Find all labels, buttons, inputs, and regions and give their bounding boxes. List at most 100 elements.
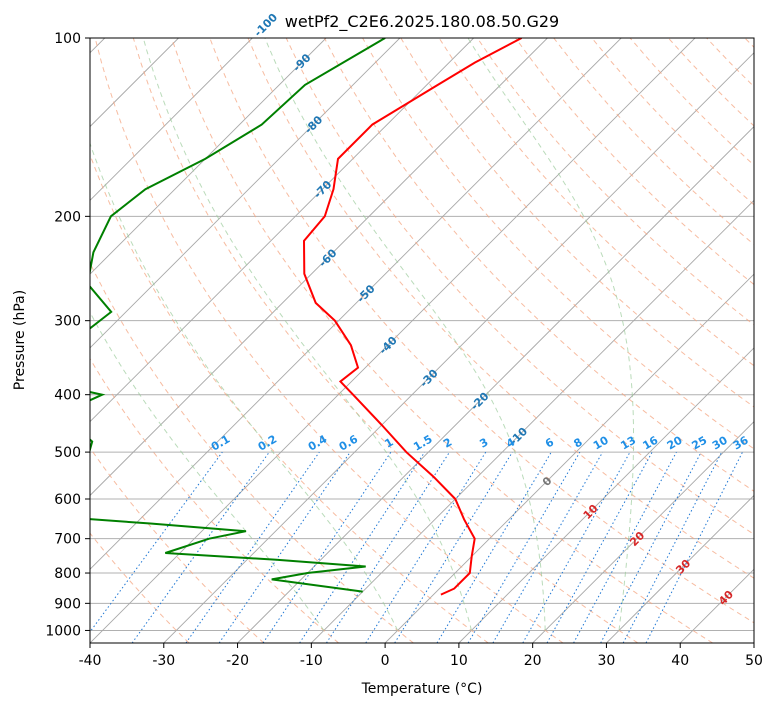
isotherm-line (163, 52, 754, 643)
isotherm-line (90, 38, 253, 201)
dry-adiabat (744, 38, 754, 48)
dry-adiabat (90, 153, 489, 643)
isotherm-line (90, 38, 401, 349)
y-tick-label: 400 (54, 388, 81, 404)
isotherm-line (90, 38, 622, 570)
isotherm-label: 30 (673, 557, 693, 577)
mixing-ratio-label: 16 (641, 433, 661, 452)
mixing-ratio-line (573, 451, 677, 643)
isotherm-label: -100 (252, 11, 281, 40)
mixing-ratio-label: 0.2 (256, 433, 279, 454)
isotherm-label: 40 (716, 588, 736, 608)
x-tick-label: 20 (524, 653, 542, 669)
mixing-ratio-line (218, 451, 351, 643)
mixing-ratio-label: 13 (618, 434, 638, 453)
y-tick-label: 700 (54, 532, 81, 548)
dry-adiabat (247, 38, 754, 579)
y-axis-title: Pressure (hPa) (12, 290, 28, 390)
mixing-ratio-label: 10 (591, 433, 611, 452)
dry-adiabat (94, 38, 564, 643)
dry-adiabat (90, 532, 190, 643)
mixing-ratio-line (522, 451, 631, 643)
isotherm-line (458, 347, 754, 643)
moist-adiabat (467, 38, 635, 631)
x-tick-label: 0 (381, 653, 390, 669)
isotherm-label: -60 (316, 246, 339, 269)
y-tick-label: 900 (54, 596, 81, 612)
moist-adiabat (90, 141, 399, 631)
y-tick-label: 200 (54, 209, 81, 225)
mixing-ratio-line (185, 451, 320, 643)
y-tick-label: 600 (54, 492, 81, 508)
mixing-ratio-line (262, 451, 392, 643)
isotherm-label: 0 (540, 474, 555, 489)
mixing-ratio-line (600, 451, 702, 643)
x-axis-title: Temperature (°C) (361, 681, 483, 697)
isotherm-label: -80 (302, 113, 325, 136)
x-tick-label: 40 (671, 653, 689, 669)
x-tick-label: -30 (152, 653, 175, 669)
dry-adiabat (476, 38, 754, 326)
dry-adiabat (400, 38, 754, 408)
mixing-ratio-label: 0.1 (209, 433, 232, 454)
mixing-ratio-label: 0.4 (306, 432, 330, 453)
isotherm-line (90, 38, 474, 423)
dry-adiabat (171, 38, 713, 643)
dry-adiabat (90, 447, 265, 643)
isotherm-line (237, 125, 754, 643)
dry-adiabat (629, 38, 754, 166)
x-tick-label: -10 (300, 653, 323, 669)
mixing-ratio-label: 8 (572, 436, 585, 451)
isotherm-line (311, 199, 754, 643)
x-tick-label: 10 (450, 653, 468, 669)
chart-title: wetPf2_C2E6.2025.180.08.50.G29 (285, 12, 559, 32)
isotherm-line (532, 421, 754, 643)
y-tick-label: 500 (54, 445, 81, 461)
y-tick-label: 800 (54, 566, 81, 582)
isotherm-line (679, 568, 754, 643)
dry-adiabat (438, 38, 754, 367)
y-tick-label: 100 (54, 31, 81, 47)
isotherm-line (90, 38, 548, 497)
dry-adiabat (362, 38, 754, 450)
mixing-ratio-line (546, 451, 653, 643)
mixing-ratio-label: 20 (665, 433, 685, 452)
mixing-ratio-line (492, 451, 604, 643)
mixing-ratio-label: 6 (543, 435, 556, 450)
mixing-ratio-line (326, 451, 450, 643)
dry-adiabat (706, 38, 754, 88)
isotherm-label: -30 (417, 367, 440, 390)
isotherm-line (90, 38, 327, 275)
isotherm-label: 10 (581, 502, 601, 522)
dry-adiabat (132, 38, 639, 643)
isotherm-line (90, 38, 696, 643)
isotherm-line (384, 273, 754, 643)
mixing-ratio-label: 3 (477, 436, 490, 451)
isotherm-line (606, 494, 754, 643)
mixing-ratio-line (90, 451, 223, 633)
mixing-ratio-line (394, 451, 513, 643)
mixing-ratio-line (436, 451, 552, 643)
mixing-ratio-label: 30 (710, 433, 730, 452)
mixing-ratio-label: 36 (731, 433, 751, 452)
moist-adiabat (264, 38, 546, 631)
mixing-ratio-line (467, 451, 581, 643)
mixing-ratio-label: 1.5 (411, 433, 434, 454)
isotherm-label: -40 (377, 334, 400, 357)
plot-frame (89, 37, 755, 644)
dry-adiabat (90, 261, 414, 643)
mixing-ratio-label: 25 (690, 434, 710, 453)
x-tick-label: -40 (79, 653, 102, 669)
x-tick-label: 50 (745, 653, 763, 669)
dry-adiabat (591, 38, 754, 206)
isotherm-label: -50 (354, 282, 377, 305)
x-tick-label: 30 (598, 653, 616, 669)
dry-adiabat (553, 38, 754, 246)
dry-adiabat (90, 357, 339, 643)
dry-adiabat (515, 38, 754, 286)
y-tick-label: 300 (54, 314, 81, 330)
isotherm-label: 20 (627, 529, 647, 549)
profile-line (302, 38, 523, 596)
profile-line (90, 38, 386, 593)
